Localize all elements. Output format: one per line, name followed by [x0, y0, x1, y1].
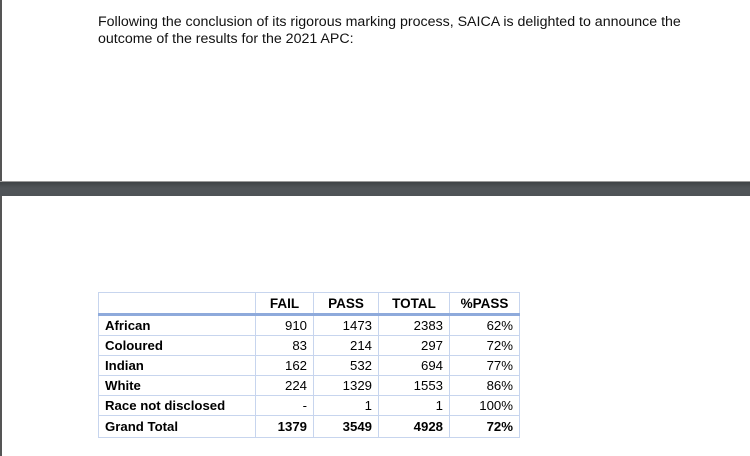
table-row: White 224 1329 1553 86% — [98, 375, 520, 396]
grand-total-row: Grand Total 1379 3549 4928 72% — [98, 415, 520, 438]
table-row: Indian 162 532 694 77% — [98, 355, 520, 376]
row-label: Grand Total — [98, 415, 256, 438]
total-cell: 2383 — [378, 314, 450, 336]
fail-cell: 1379 — [255, 415, 314, 438]
pct-cell: 62% — [449, 314, 520, 336]
document-page-1 — [0, 0, 750, 181]
table-header-row: FAIL PASS TOTAL %PASS — [98, 292, 520, 315]
fail-cell: 162 — [255, 355, 314, 376]
fail-cell: - — [255, 395, 314, 416]
results-table: FAIL PASS TOTAL %PASS African 910 1473 2… — [98, 292, 520, 438]
fail-cell: 224 — [255, 375, 314, 396]
table-row: Race not disclosed - 1 1 100% — [98, 395, 520, 416]
header-pct-pass: %PASS — [449, 292, 520, 315]
row-label: African — [98, 314, 256, 336]
fail-cell: 910 — [255, 314, 314, 336]
total-cell: 694 — [378, 355, 450, 376]
intro-paragraph: Following the conclusion of its rigorous… — [98, 14, 681, 47]
page-separator — [0, 181, 750, 197]
row-label: Coloured — [98, 335, 256, 356]
header-blank — [98, 292, 256, 315]
row-label: White — [98, 375, 256, 396]
row-label: Indian — [98, 355, 256, 376]
pass-cell: 1473 — [313, 314, 379, 336]
row-label: Race not disclosed — [98, 395, 256, 416]
pass-cell: 214 — [313, 335, 379, 356]
pct-cell: 72% — [449, 415, 520, 438]
pct-cell: 86% — [449, 375, 520, 396]
total-cell: 4928 — [378, 415, 450, 438]
pass-cell: 1 — [313, 395, 379, 416]
pct-cell: 72% — [449, 335, 520, 356]
pass-cell: 532 — [313, 355, 379, 376]
header-fail: FAIL — [255, 292, 314, 315]
table-row: Coloured 83 214 297 72% — [98, 335, 520, 356]
pass-cell: 3549 — [313, 415, 379, 438]
total-cell: 1553 — [378, 375, 450, 396]
total-cell: 1 — [378, 395, 450, 416]
header-total: TOTAL — [378, 292, 450, 315]
fail-cell: 83 — [255, 335, 314, 356]
pct-cell: 77% — [449, 355, 520, 376]
pass-cell: 1329 — [313, 375, 379, 396]
table-row: African 910 1473 2383 62% — [98, 314, 520, 336]
pct-cell: 100% — [449, 395, 520, 416]
total-cell: 297 — [378, 335, 450, 356]
header-pass: PASS — [313, 292, 379, 315]
